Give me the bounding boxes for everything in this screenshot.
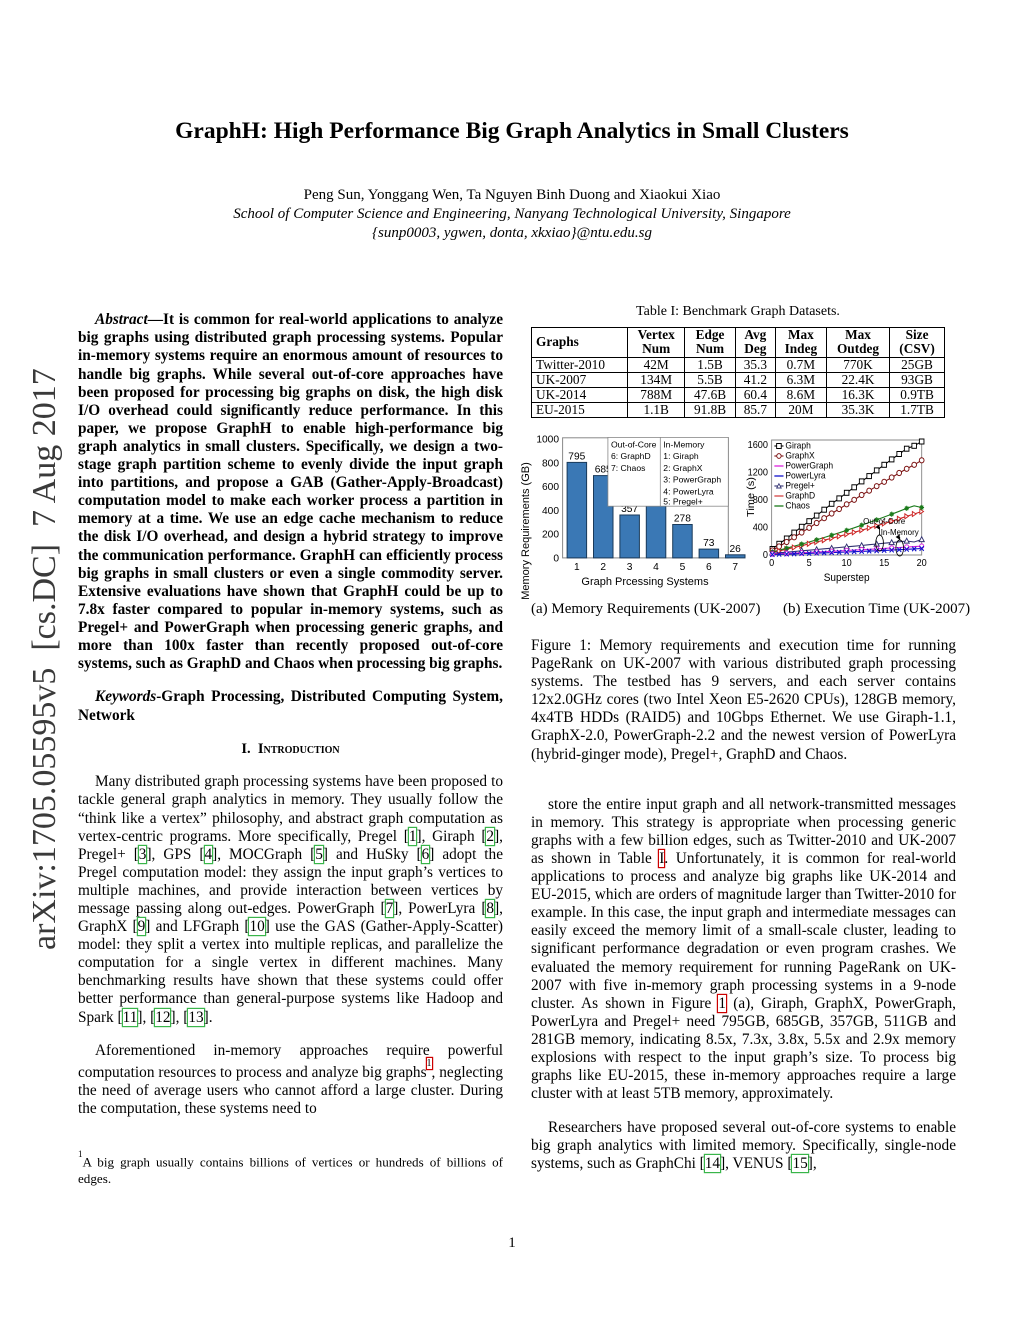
- svg-text:7: 7: [732, 562, 738, 573]
- svg-text:600: 600: [542, 482, 559, 493]
- svg-text:0: 0: [763, 550, 768, 561]
- svg-text:10: 10: [842, 558, 852, 569]
- svg-text:3: 3: [627, 562, 633, 573]
- svg-text:26: 26: [730, 544, 742, 555]
- svg-text:GraphX: GraphX: [785, 450, 814, 460]
- svg-text:0: 0: [769, 558, 774, 569]
- svg-text:20: 20: [917, 558, 927, 569]
- svg-text:Chaos: Chaos: [785, 500, 810, 510]
- svg-text:1600: 1600: [748, 440, 768, 451]
- svg-text:GraphD: GraphD: [785, 490, 815, 500]
- svg-text:200: 200: [542, 530, 559, 541]
- svg-text:PowerLyra: PowerLyra: [785, 470, 825, 480]
- svg-text:0: 0: [553, 554, 559, 565]
- svg-text:278: 278: [674, 514, 691, 525]
- svg-text:Pregel+: Pregel+: [785, 480, 815, 490]
- svg-text:1: 1: [574, 562, 580, 573]
- svg-text:1000: 1000: [536, 435, 559, 446]
- svg-text:Superstep: Superstep: [824, 572, 870, 585]
- svg-text:2: 2: [600, 562, 606, 573]
- svg-text:Out-of-Core: Out-of-Core: [611, 440, 657, 450]
- svg-text:In-Memory: In-Memory: [663, 440, 705, 450]
- svg-text:6: 6: [706, 562, 712, 573]
- svg-text:73: 73: [703, 538, 715, 549]
- svg-text:5: 5: [807, 558, 812, 569]
- svg-text:Out-of-Core: Out-of-Core: [863, 516, 905, 526]
- svg-text:4: PowerLyra: 4: PowerLyra: [663, 486, 714, 496]
- svg-text:400: 400: [753, 522, 768, 533]
- svg-text:4: 4: [653, 562, 659, 573]
- svg-text:7: Chaos: 7: Chaos: [611, 463, 645, 473]
- svg-text:795: 795: [568, 452, 585, 463]
- svg-text:Giraph: Giraph: [785, 440, 811, 450]
- svg-text:5: 5: [680, 562, 686, 573]
- svg-text:PowerGraph: PowerGraph: [785, 460, 833, 470]
- svg-text:2: GraphX: 2: GraphX: [663, 463, 702, 473]
- svg-text:Time (s): Time (s): [746, 477, 757, 517]
- svg-text:5: Pregel+: 5: Pregel+: [663, 497, 702, 507]
- svg-text:3: PowerGraph: 3: PowerGraph: [663, 475, 721, 485]
- svg-text:400: 400: [542, 506, 559, 517]
- svg-text:1: Giraph: 1: Giraph: [663, 451, 699, 461]
- svg-text:1200: 1200: [748, 467, 768, 478]
- svg-text:6: GraphD: 6: GraphD: [611, 451, 651, 461]
- svg-text:15: 15: [879, 558, 889, 569]
- svg-text:In-Memory: In-Memory: [881, 527, 920, 537]
- svg-text:Memory Requirements (GB): Memory Requirements (GB): [520, 462, 532, 600]
- svg-text:Graph Prcessing Systems: Graph Prcessing Systems: [581, 576, 709, 588]
- svg-text:800: 800: [542, 458, 559, 469]
